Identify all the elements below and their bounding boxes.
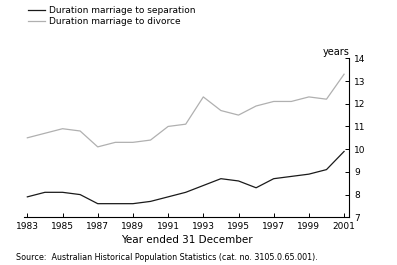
X-axis label: Year ended 31 December: Year ended 31 December — [121, 235, 252, 245]
Text: years: years — [322, 47, 349, 57]
Legend: Duration marriage to separation, Duration marriage to divorce: Duration marriage to separation, Duratio… — [28, 6, 196, 26]
Text: Source:  Australian Historical Population Statistics (cat. no. 3105.0.65.001).: Source: Australian Historical Population… — [16, 253, 318, 262]
